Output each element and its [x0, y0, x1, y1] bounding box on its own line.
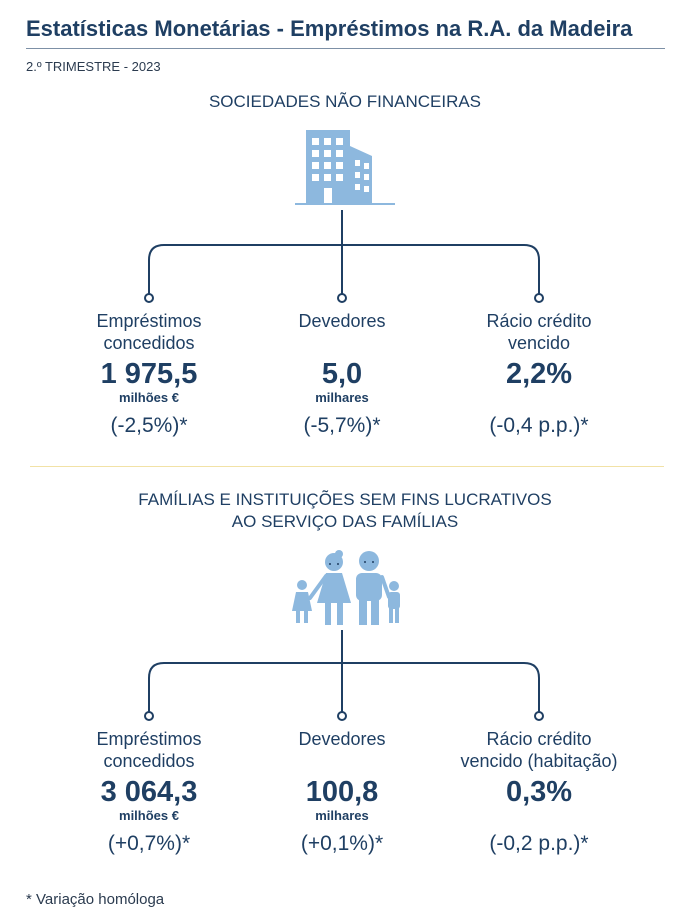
- stat-debtors-companies: Devedores: [227, 310, 457, 332]
- family-icon: [292, 550, 400, 625]
- stat-label: concedidos: [103, 751, 195, 771]
- stat-variation: (+0,1%)*: [300, 832, 384, 855]
- stat-value: 3 064,3: [100, 776, 198, 808]
- stat-overdue-households: Rácio crédito vencido (habitação): [424, 728, 654, 772]
- title-rule: [26, 48, 665, 49]
- stat-label: Rácio crédito: [486, 311, 592, 331]
- stat-unit: milhões €: [119, 808, 179, 823]
- stat-debtors-households: Devedores: [227, 728, 457, 750]
- stat-unit: milhões €: [119, 390, 179, 405]
- section-title-line: FAMÍLIAS E INSTITUIÇÕES SEM FINS LUCRATI…: [138, 490, 552, 509]
- stat-label: Devedores: [298, 729, 386, 749]
- building-icon: [295, 130, 395, 205]
- stat-value: 5,0: [321, 358, 363, 390]
- stat-unit: milhares: [315, 808, 369, 823]
- stat-value: 2,2%: [505, 358, 573, 390]
- stat-value: 0,3%: [505, 776, 573, 808]
- stat-unit: milhares: [315, 390, 369, 405]
- section-title-households: FAMÍLIAS E INSTITUIÇÕES SEM FINS LUCRATI…: [0, 489, 690, 533]
- section-divider: [30, 466, 664, 467]
- stat-label: vencido: [507, 333, 571, 353]
- stat-value: 1 975,5: [100, 358, 198, 390]
- stat-label: Rácio crédito: [486, 729, 592, 749]
- stat-variation: (-0,4 p.p.)*: [489, 414, 589, 437]
- stat-label: Empréstimos: [96, 311, 202, 331]
- period-subtitle: 2.º TRIMESTRE - 2023: [26, 59, 161, 74]
- stat-value: 100,8: [305, 776, 379, 808]
- stat-variation: (-0,2 p.p.)*: [489, 832, 589, 855]
- stat-label: Devedores: [298, 311, 386, 331]
- section-title-companies: SOCIEDADES NÃO FINANCEIRAS: [208, 92, 482, 111]
- page-title: Estatísticas Monetárias - Empréstimos na…: [26, 16, 633, 41]
- stat-label: Empréstimos: [96, 729, 202, 749]
- stat-variation: (+0,7%)*: [107, 832, 191, 855]
- footnote: * Variação homóloga: [26, 891, 165, 908]
- stat-overdue-companies: Rácio crédito vencido: [424, 310, 654, 354]
- stat-loans-households: Empréstimos concedidos: [34, 728, 264, 772]
- stat-variation: (-5,7%)*: [303, 414, 381, 437]
- stat-variation: (-2,5%)*: [110, 414, 188, 437]
- stat-loans-companies: Empréstimos concedidos: [34, 310, 264, 354]
- stat-label: vencido (habitação): [460, 751, 618, 771]
- section-title-line: AO SERVIÇO DAS FAMÍLIAS: [231, 512, 459, 531]
- stat-label: concedidos: [103, 333, 195, 353]
